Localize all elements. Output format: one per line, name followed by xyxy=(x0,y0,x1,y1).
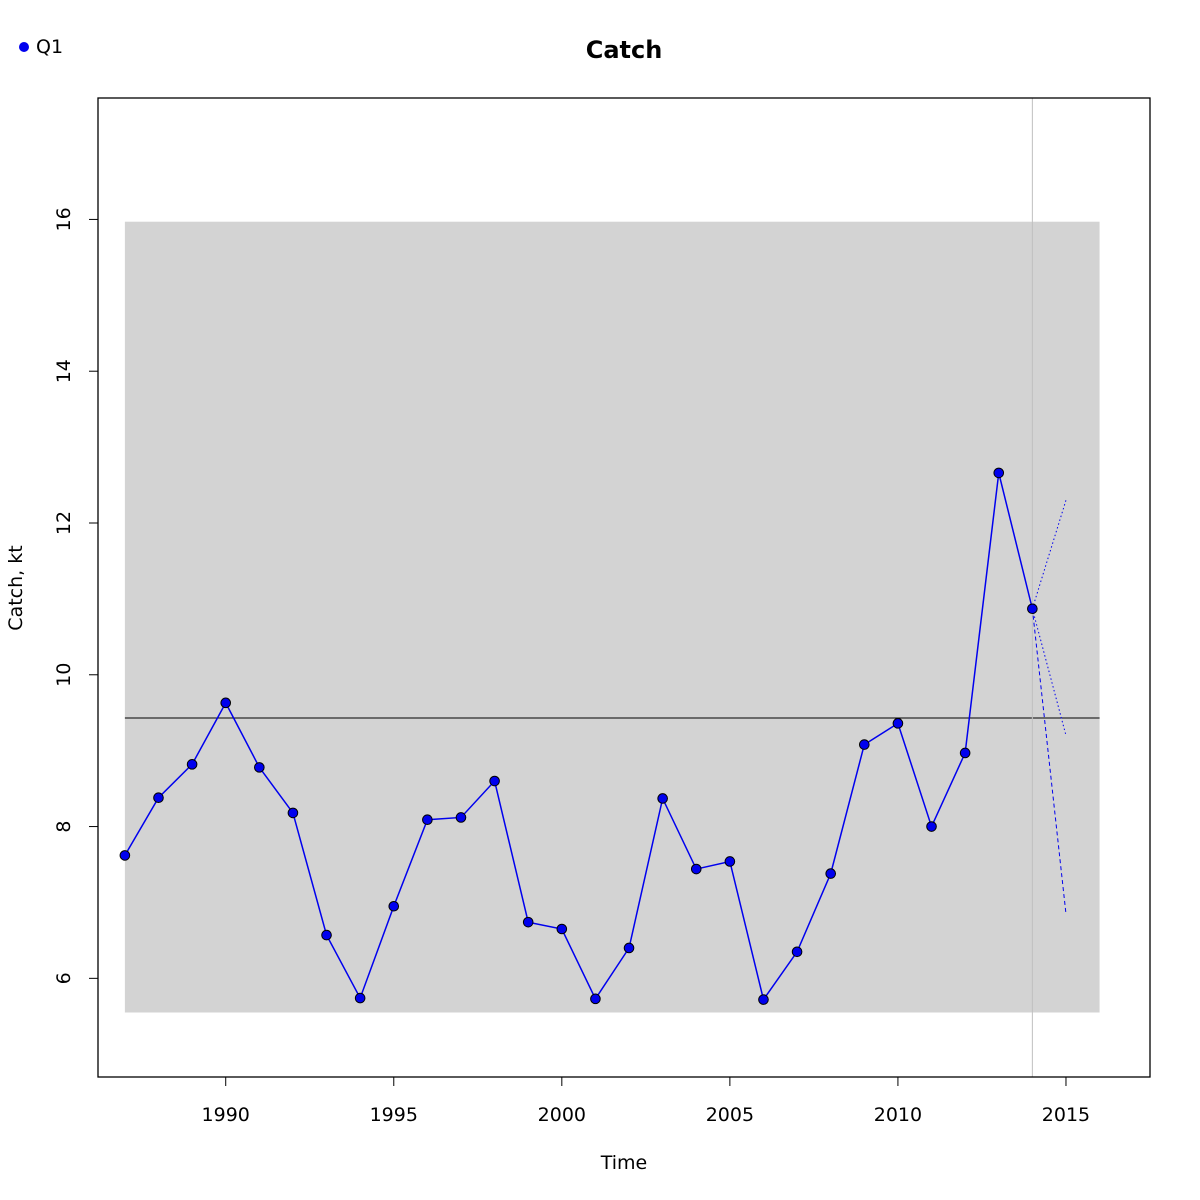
x-tick-label-2005: 2005 xyxy=(706,1104,754,1126)
y-axis-label: Catch, kt xyxy=(5,545,27,630)
data-point-2010 xyxy=(892,718,904,729)
projection-line-2 xyxy=(1031,608,1067,736)
y-tick-label-16: 16 xyxy=(53,207,75,231)
data-point-1995 xyxy=(388,900,400,912)
data-point-1994 xyxy=(354,992,366,1004)
data-point-1999 xyxy=(522,916,534,928)
legend-marker xyxy=(19,42,29,52)
data-point-1988 xyxy=(153,792,164,804)
x-tick-label-2000: 2000 xyxy=(538,1104,586,1126)
y-tick-label-12: 12 xyxy=(53,511,75,535)
data-point-1996 xyxy=(422,814,433,826)
data-point-2001 xyxy=(590,993,601,1005)
data-point-2006 xyxy=(758,994,769,1005)
data-point-2014 xyxy=(1027,603,1038,615)
data-point-1997 xyxy=(455,812,467,823)
chart-title: Catch xyxy=(586,36,663,64)
data-point-2000 xyxy=(556,923,568,935)
data-point-1992 xyxy=(287,807,299,819)
data-point-2013 xyxy=(993,467,1005,479)
y-axis: 6 8 10 12 14 16 xyxy=(53,207,98,984)
data-point-1993 xyxy=(321,929,332,941)
plot-frame xyxy=(97,97,1151,1078)
data-point-2011 xyxy=(926,821,937,832)
x-tick-label-1995: 1995 xyxy=(370,1104,418,1126)
x-tick-label-2015: 2015 xyxy=(1042,1104,1090,1126)
y-tick-label-14: 14 xyxy=(53,359,75,383)
projection-lines xyxy=(1031,500,1067,914)
series-line xyxy=(124,472,1034,1002)
data-point-2007 xyxy=(791,946,803,958)
data-point-2002 xyxy=(623,942,635,954)
data-point-2005 xyxy=(724,856,736,867)
legend-label: Q1 xyxy=(36,36,63,58)
y-tick-label-6: 6 xyxy=(53,972,75,984)
series-q1 xyxy=(119,467,1038,1005)
y-tick-label-8: 8 xyxy=(53,821,75,833)
data-point-1991 xyxy=(254,762,265,773)
data-point-2003 xyxy=(657,793,668,804)
x-axis-label: Time xyxy=(600,1152,648,1174)
data-point-2012 xyxy=(959,747,971,759)
legend: Q1 xyxy=(19,36,63,58)
data-point-1990 xyxy=(220,697,232,709)
projection-line-1 xyxy=(1031,500,1067,609)
reference-band xyxy=(124,221,1100,1013)
x-tick-label-1990: 1990 xyxy=(202,1104,250,1126)
y-tick-label-10: 10 xyxy=(53,663,75,687)
x-tick-label-2010: 2010 xyxy=(874,1104,922,1126)
data-point-1998 xyxy=(489,775,500,787)
data-point-1987 xyxy=(119,850,131,861)
data-point-1989 xyxy=(186,759,198,770)
data-point-2008 xyxy=(825,868,837,879)
projection-line-3 xyxy=(1031,608,1067,914)
x-axis: 1990 1995 2000 2005 2010 2015 xyxy=(202,1077,1090,1126)
data-point-2009 xyxy=(859,739,870,750)
data-point-2004 xyxy=(690,863,702,875)
